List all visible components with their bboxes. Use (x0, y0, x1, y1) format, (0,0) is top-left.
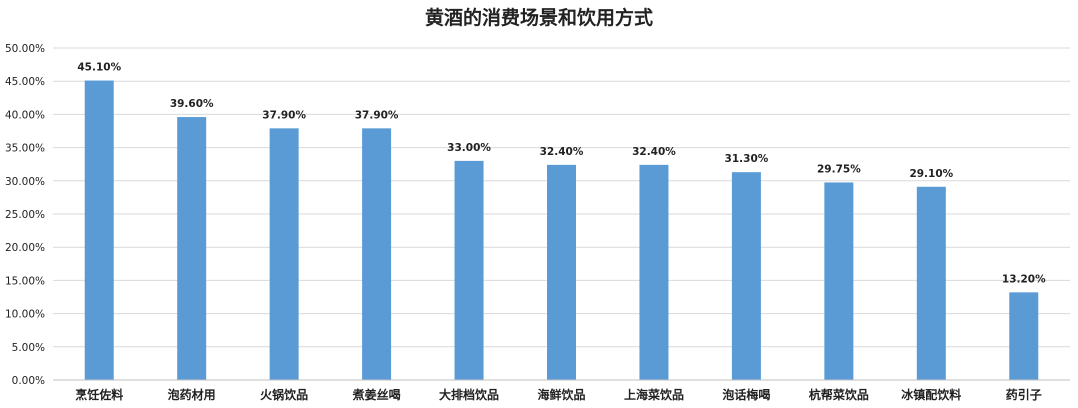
y-tick-label: 15.00% (5, 275, 45, 287)
x-category-label: 火锅饮品 (260, 387, 308, 402)
bar (454, 160, 484, 380)
bar-data-label: 13.20% (1002, 273, 1046, 285)
bar-data-label: 37.90% (262, 109, 306, 121)
chart-title: 黄酒的消费场景和饮用方式 (425, 6, 653, 29)
y-tick-label: 20.00% (5, 242, 45, 254)
bar (731, 172, 761, 380)
y-tick-label: 0.00% (12, 375, 45, 387)
bar (916, 186, 946, 380)
bar-data-label: 32.40% (632, 146, 676, 158)
bar (824, 182, 854, 380)
bar-data-label: 37.90% (355, 109, 399, 121)
data-labels: 45.10% 39.60% 37.90% 37.90% 33.00% 32.40% 32.4… (77, 62, 1046, 286)
bar (177, 117, 207, 380)
bar (84, 80, 114, 380)
bar-data-label: 39.60% (170, 98, 214, 110)
y-tick-label: 35.00% (5, 143, 45, 155)
bar (639, 164, 669, 380)
bar (362, 128, 392, 380)
bar-data-label: 29.10% (909, 168, 953, 180)
x-category-label: 冰镇配饮料 (901, 387, 961, 402)
x-category-label: 杭帮菜饮品 (809, 387, 869, 402)
y-tick-label: 25.00% (5, 209, 45, 221)
bars (84, 80, 1039, 380)
y-axis-ticks: 0.00% 5.00% 10.00% 15.00% 20.00% 25.00% 30.00%… (5, 43, 45, 387)
x-category-label: 药引子 (1006, 387, 1042, 402)
x-category-label: 煮姜丝喝 (352, 387, 401, 402)
x-axis-categories: 烹饪佐料 泡药材用 火锅饮品 煮姜丝喝 大排档饮品 海鲜饮品 上海菜饮品 泡话梅喝 杭帮菜饮品 冰… (75, 387, 1042, 402)
x-category-label: 上海菜饮品 (624, 387, 684, 402)
y-tick-label: 50.00% (5, 43, 45, 55)
y-tick-label: 30.00% (5, 176, 45, 188)
x-category-label: 泡话梅喝 (722, 387, 770, 402)
bar-data-label: 31.30% (725, 153, 769, 165)
bar-data-label: 45.10% (77, 62, 121, 74)
x-category-label: 烹饪佐料 (75, 387, 123, 402)
x-category-label: 海鲜饮品 (537, 387, 585, 402)
bar (1009, 292, 1039, 380)
bar (269, 128, 299, 380)
bar (547, 164, 576, 380)
bar-data-label: 32.40% (540, 146, 584, 158)
bar-data-label: 33.00% (447, 142, 491, 154)
x-category-label: 泡药材用 (168, 387, 216, 402)
y-tick-label: 45.00% (5, 76, 45, 88)
y-tick-label: 10.00% (5, 309, 45, 321)
y-tick-label: 5.00% (12, 342, 45, 354)
y-tick-label: 40.00% (5, 109, 45, 121)
bar-data-label: 29.75% (817, 163, 861, 175)
x-category-label: 大排档饮品 (439, 387, 499, 402)
